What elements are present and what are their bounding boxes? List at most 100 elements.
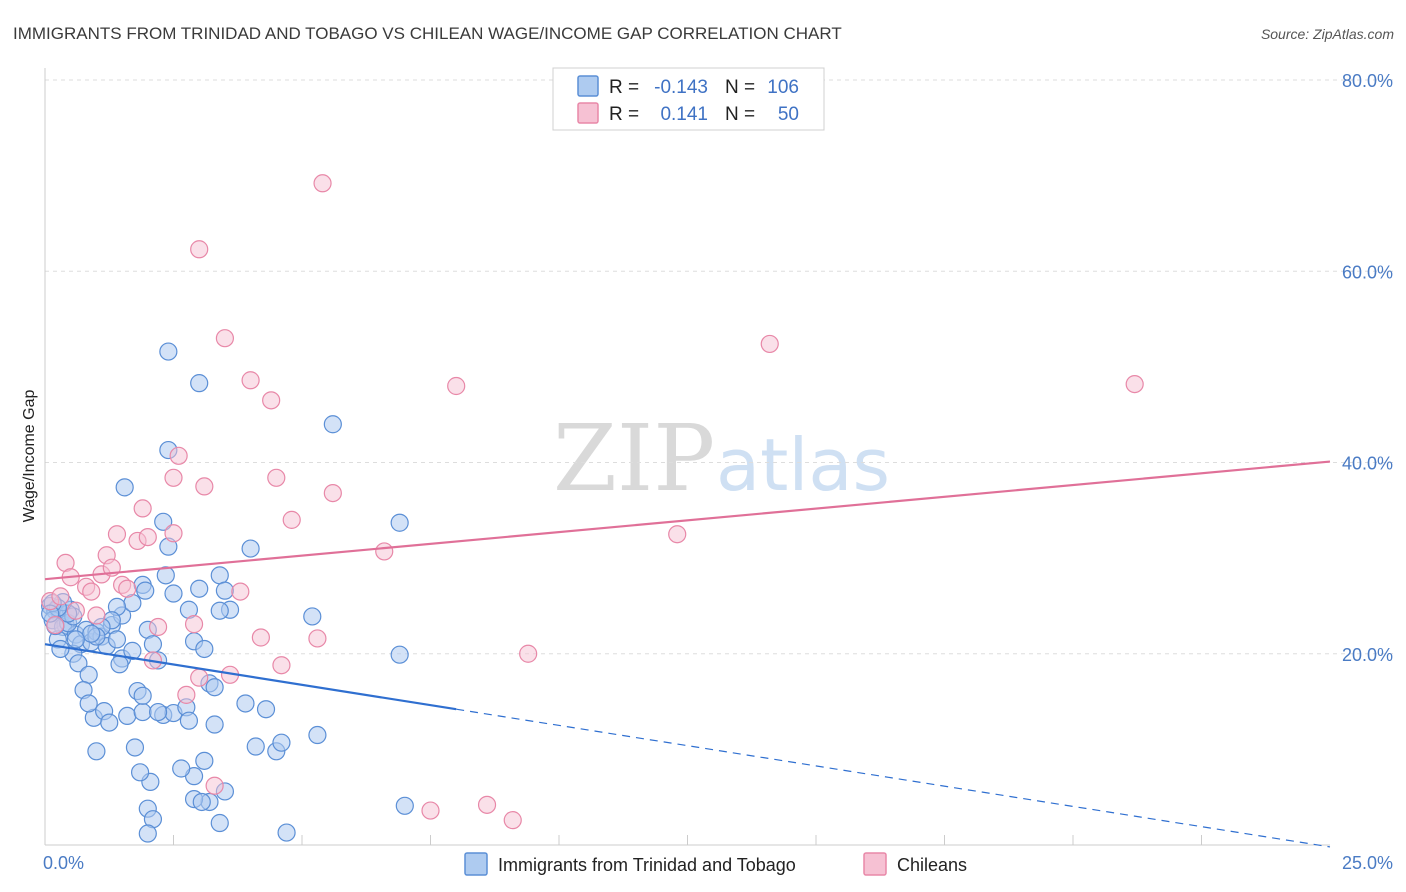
chileans-point-20 (164, 524, 183, 543)
x-tick-label-1: 25.0% (1342, 853, 1393, 873)
legend-n-value-1: 106 (767, 77, 799, 98)
trinidad-point-26 (100, 713, 119, 732)
trinidad-point-36 (87, 742, 106, 761)
chileans-point-45 (503, 811, 522, 830)
chileans-point-17 (138, 527, 157, 547)
trinidad-point-61 (148, 702, 168, 722)
bottom-legend-swatch-blue (464, 852, 488, 876)
y-axis-label: Wage/Income Gap (21, 390, 38, 523)
chileans-point-42 (421, 801, 440, 820)
chart-title: IMMIGRANTS FROM TRINIDAD AND TOBAGO VS C… (13, 24, 842, 43)
bottom-legend-label-chileans: Chileans (897, 855, 967, 875)
watermark-atlas: atlas (716, 423, 890, 507)
trinidad-point-59 (195, 751, 214, 770)
trinidad-point-48 (179, 711, 199, 730)
chileans-point-44 (477, 795, 497, 814)
chileans-point-7 (82, 582, 101, 601)
trinidad-trendline-extension (456, 708, 1331, 848)
trinidad-point-65 (138, 824, 157, 843)
chileans-point-46 (519, 644, 538, 663)
chileans-point-30 (231, 582, 250, 601)
trinidad-point-87 (156, 566, 175, 585)
y-tick-label-0: 20.0% (1342, 645, 1393, 665)
y-tick-label-2: 60.0% (1342, 262, 1393, 282)
trinidad-point-85 (390, 645, 409, 664)
trinidad-trendline (44, 643, 457, 711)
chileans-point-27 (205, 776, 224, 795)
chileans-point-19 (148, 617, 168, 637)
chileans-point-25 (190, 668, 209, 687)
legend-n-label-1: N = (725, 77, 755, 98)
chileans-point-1 (46, 615, 65, 635)
legend-r-label-2: R = (609, 104, 639, 125)
chileans-point-12 (107, 525, 127, 544)
trinidad-point-28 (123, 641, 142, 660)
trinidad-point-51 (205, 678, 224, 697)
trinidad-point-75 (272, 733, 291, 752)
trinidad-point-53 (215, 581, 234, 600)
chileans-point-23 (177, 685, 196, 704)
trinidad-point-76 (308, 725, 327, 745)
chileans-point-34 (267, 468, 286, 487)
trinidad-point-56 (205, 715, 224, 734)
trinidad-point-66 (130, 763, 150, 782)
trinidad-point-39 (115, 478, 134, 497)
trinidad-point-41 (136, 581, 155, 600)
legend-r-value-2: 0.141 (660, 104, 708, 125)
trinidad-point-31 (133, 702, 152, 722)
watermark: ZIP atlas (553, 405, 890, 512)
trinidad-point-24 (79, 694, 98, 713)
legend-r-value-1: -0.143 (654, 77, 708, 98)
chileans-point-26 (195, 477, 214, 496)
legend-swatch-pink (577, 102, 599, 124)
trinidad-point-35 (125, 738, 145, 757)
chileans-point-35 (272, 656, 291, 675)
trinidad-point-82 (190, 374, 209, 393)
chileans-point-32 (251, 628, 270, 647)
trinidad-point-84 (390, 513, 409, 532)
trinidad-point-27 (118, 706, 137, 726)
chileans-point-5 (66, 601, 85, 620)
trinidad-point-103 (51, 639, 70, 659)
trinidad-point-14 (69, 654, 88, 673)
trinidad-point-72 (246, 737, 265, 756)
chileans-point-33 (262, 391, 281, 410)
trinidad-point-94 (82, 624, 101, 643)
bottom-legend: Immigrants from Trinidad and Tobago Chil… (464, 852, 967, 876)
trinidad-point-104 (110, 655, 129, 674)
trinidad-point-105 (133, 686, 152, 705)
trinidad-point-21 (107, 630, 127, 649)
trinidad-point-52 (210, 566, 229, 585)
grid (45, 79, 1393, 845)
chileans-point-40 (190, 240, 209, 259)
legend-swatch-blue (577, 75, 599, 97)
trinidad-point-46 (195, 639, 214, 659)
chileans-point-47 (668, 525, 687, 544)
source-label: Source: ZipAtlas.com (1261, 26, 1394, 42)
trinidad-point-73 (256, 700, 276, 719)
trinidad-point-33 (143, 635, 163, 654)
trinidad-point-79 (154, 512, 173, 531)
trinidad-point-71 (236, 694, 255, 713)
watermark-zip: ZIP (553, 405, 715, 512)
chileans-point-14 (118, 579, 137, 598)
chileans-point-2 (51, 587, 70, 606)
y-tick-label-3: 80.0% (1342, 71, 1393, 91)
bottom-legend-label-trinidad: Immigrants from Trinidad and Tobago (498, 855, 796, 875)
y-tick-label-1: 40.0% (1342, 454, 1393, 474)
trinidad-point-17 (79, 665, 98, 684)
trinidad-point-60 (172, 759, 191, 778)
chileans-point-31 (241, 371, 260, 390)
trendlines (44, 460, 1331, 848)
legend-r-label-1: R = (609, 77, 639, 98)
chileans-point-36 (282, 510, 301, 529)
legend: R = -0.143 N = 106 R = 0.141 N = 50 (552, 67, 825, 131)
x-tick-labels: 0.0% 25.0% (43, 853, 1393, 873)
trinidad-point-81 (159, 342, 178, 361)
chileans-point-49 (1125, 374, 1144, 394)
bottom-legend-swatch-pink (863, 852, 887, 876)
trinidad-point-78 (303, 607, 322, 626)
trinidad-point-88 (164, 584, 183, 603)
axes (44, 68, 1330, 846)
